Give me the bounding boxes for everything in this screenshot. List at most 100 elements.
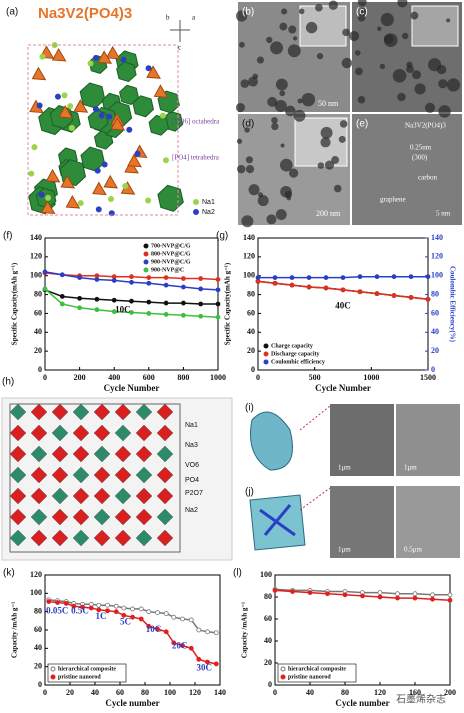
- point: [96, 607, 102, 613]
- plot-frame: [257, 237, 429, 371]
- annotation: 30C: [197, 663, 213, 673]
- point: [215, 277, 221, 282]
- point: [196, 656, 202, 662]
- particle: [248, 184, 260, 196]
- label: [PO4] tetrahedra: [172, 154, 220, 162]
- point: [129, 274, 134, 280]
- point: [163, 629, 169, 635]
- y-tick-label: 0: [251, 365, 255, 374]
- point: [105, 602, 110, 608]
- label: Na3: [185, 442, 198, 449]
- particle: [397, 92, 406, 102]
- particle: [267, 96, 278, 107]
- panel-label: (e): [356, 119, 368, 130]
- point: [146, 280, 152, 286]
- point: [395, 595, 400, 601]
- x-tick-label: 0: [273, 688, 277, 697]
- particle: [266, 36, 273, 44]
- particle: [301, 92, 316, 107]
- tetrahedron: [51, 47, 67, 62]
- atom: [92, 106, 99, 113]
- point: [129, 310, 134, 315]
- x-tick-label: 160: [409, 688, 421, 697]
- particle: [279, 22, 288, 31]
- atom: [68, 125, 75, 132]
- legend-label: hierarchical composite: [288, 666, 346, 672]
- atom: [122, 183, 129, 190]
- polyhedron: [30, 424, 48, 442]
- label: PO4: [185, 477, 199, 484]
- point: [215, 301, 221, 307]
- particle: [446, 78, 461, 92]
- point: [340, 275, 346, 281]
- y-tick-label: 80: [264, 592, 272, 601]
- annotation: 40C: [335, 301, 351, 311]
- point: [121, 612, 127, 618]
- point: [113, 609, 119, 615]
- point: [408, 294, 414, 300]
- scale-bar-label: 50 nm: [318, 99, 339, 108]
- particle: [331, 156, 340, 164]
- particle: [280, 185, 292, 198]
- point: [342, 592, 348, 598]
- y-tick-label: 60: [264, 614, 272, 623]
- legend-marker: [143, 251, 149, 257]
- particle: [275, 78, 288, 91]
- atom: [87, 60, 94, 67]
- y-tick-label: 100: [30, 588, 42, 597]
- particle: [258, 192, 264, 198]
- polyhedron: [114, 508, 132, 526]
- particle: [266, 214, 277, 225]
- label: 0.25nm: [410, 144, 432, 152]
- legend-label: 900-NVP@C: [151, 267, 184, 273]
- point: [430, 592, 435, 598]
- y2-tick-label: 60: [431, 308, 439, 317]
- legend-label: Charge capacity: [271, 343, 313, 349]
- point: [129, 279, 134, 285]
- polyhedron: [72, 508, 90, 526]
- annotation: 0.05C: [46, 605, 68, 615]
- annotation: 5C: [120, 616, 131, 626]
- octahedron: [148, 114, 170, 136]
- polyhedron: [30, 529, 48, 547]
- particle: [446, 18, 451, 23]
- point: [215, 314, 221, 320]
- particle: [424, 102, 436, 113]
- legend-label: pristine nanorod: [58, 674, 101, 680]
- atom: [67, 103, 74, 110]
- panel-label: (j): [245, 487, 254, 498]
- y-tick-label: 0: [38, 680, 42, 689]
- y-tick-label: 0: [38, 365, 42, 374]
- panel-label: (c): [356, 7, 368, 18]
- point: [113, 603, 119, 609]
- annotation: 0.5C: [71, 605, 89, 615]
- x-tick-label: 800: [177, 373, 189, 382]
- particle: [341, 57, 353, 69]
- y-tick-label: 100: [260, 570, 272, 579]
- particle: [357, 0, 367, 7]
- particle: [271, 122, 279, 131]
- x-tick-label: 80: [341, 688, 349, 697]
- legend-label: 800-NVP@C/G: [151, 251, 191, 257]
- polyhedron: [72, 466, 90, 484]
- polyhedron: [156, 487, 174, 505]
- point: [215, 287, 221, 293]
- atom: [145, 65, 152, 72]
- x-tick-label: 0: [43, 373, 47, 382]
- particle: [239, 41, 245, 48]
- point: [111, 309, 117, 314]
- legend-dot: [193, 209, 199, 215]
- atom: [28, 170, 35, 177]
- polyhedron: [9, 445, 27, 463]
- particle: [285, 105, 296, 117]
- panel-label: (d): [242, 119, 254, 130]
- atom: [54, 93, 61, 100]
- atom: [107, 196, 114, 203]
- point: [408, 274, 414, 280]
- plot-frame: [274, 574, 451, 686]
- label: Na1: [202, 199, 215, 206]
- atom: [120, 56, 127, 63]
- point: [323, 285, 329, 291]
- y-tick-label: 80: [247, 289, 255, 298]
- panel-label: (l): [233, 568, 242, 579]
